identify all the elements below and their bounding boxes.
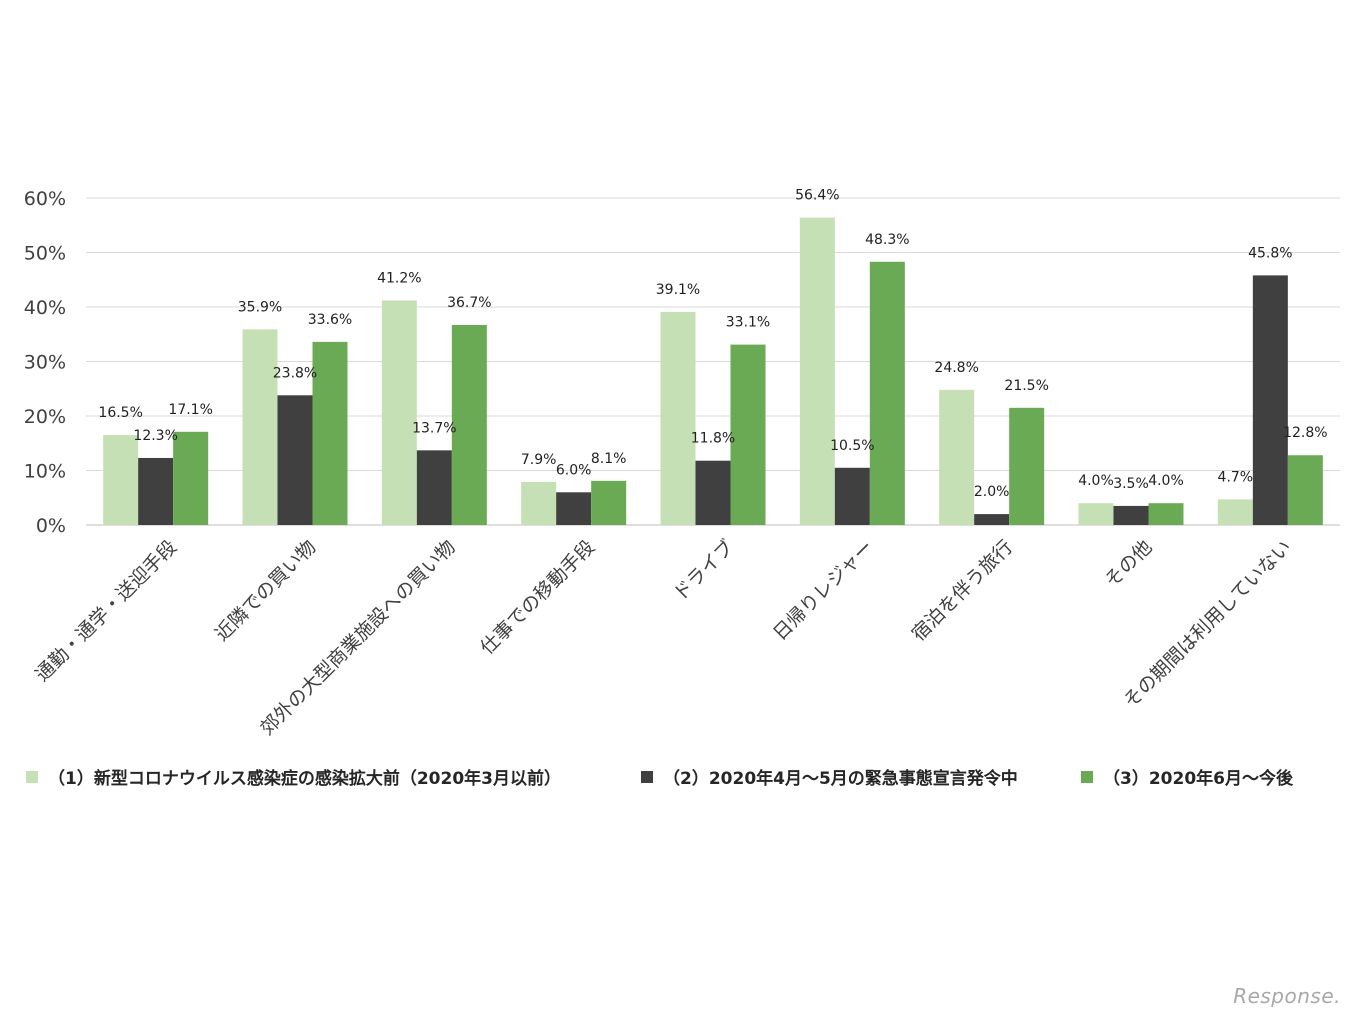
response-watermark: Response.	[1233, 984, 1341, 1008]
legend: （1）新型コロナウイルス感染症の感染拡大前（2020年3月以前） （2）2020年…	[26, 768, 1294, 789]
data-label-s2-c6: 10.5%	[830, 438, 874, 454]
ytick-label-20: 20%	[24, 406, 66, 428]
xtick-label-5: ドライブ	[669, 535, 739, 605]
bar-s2-c4	[556, 492, 592, 525]
data-label-s3-c7: 21.5%	[1004, 378, 1048, 394]
bar-s2-c7	[974, 514, 1010, 525]
bar-s3-c1	[173, 431, 209, 525]
data-label-s2-c8: 3.5%	[1113, 476, 1149, 492]
bar-s3-c4	[591, 480, 627, 525]
bar-s1-c4	[521, 481, 557, 525]
legend-swatch-3	[1081, 771, 1093, 783]
bar-s1-c1	[103, 435, 139, 525]
legend-swatch-2	[641, 771, 653, 783]
x-axis: 通勤・通学・送迎手段 近隣での買い物郊外の大型商業施設への買い物 仕事での移動手段ド…	[31, 535, 1296, 739]
ytick-label-40: 40%	[24, 297, 66, 319]
bar-s2-c2	[277, 395, 313, 525]
data-labels: 16.5% 35.9% 41.2% 7.9% 39.1% 56.4% 24.8% 4.0% 4.…	[98, 188, 1327, 500]
data-label-s3-c9: 12.8%	[1283, 425, 1327, 441]
data-label-s1-c2: 35.9%	[238, 299, 282, 315]
legend-label-2: （2）2020年4月～5月の緊急事態宣言発令中	[663, 768, 1018, 789]
data-label-s1-c5: 39.1%	[656, 282, 700, 298]
bar-s3-c3	[451, 324, 487, 525]
bar-s2-c8	[1113, 505, 1149, 525]
data-label-s3-c4: 8.1%	[591, 451, 627, 467]
data-label-s3-c3: 36.7%	[447, 295, 491, 311]
bars	[103, 217, 1323, 525]
xtick-label-8: その他	[1101, 536, 1157, 592]
ytick-label-60: 60%	[24, 188, 66, 210]
data-label-s1-c1: 16.5%	[98, 405, 142, 421]
bar-s2-c9	[1252, 275, 1288, 525]
data-label-s3-c8: 4.0%	[1148, 473, 1184, 489]
data-label-s1-c7: 24.8%	[934, 360, 978, 376]
data-label-s2-c2: 23.8%	[273, 365, 317, 381]
ytick-label-10: 10%	[24, 461, 66, 483]
bar-s1-c5	[660, 311, 696, 525]
data-label-s3-c5: 33.1%	[726, 315, 770, 331]
xtick-label-7: 宿泊を伴う旅行	[908, 536, 1018, 646]
data-label-s2-c4: 6.0%	[556, 462, 592, 478]
xtick-label-1: 通勤・通学・送迎手段	[31, 536, 181, 686]
bar-s2-c1	[138, 457, 174, 525]
ytick-label-30: 30%	[24, 352, 66, 374]
data-label-s3-c6: 48.3%	[865, 232, 909, 248]
data-label-s2-c7: 2.0%	[974, 484, 1010, 500]
ytick-label-0: 0%	[36, 515, 66, 537]
ytick-label-50: 50%	[24, 243, 66, 265]
legend-label-3: （3）2020年6月～今後	[1103, 768, 1294, 789]
bar-s3-c8	[1148, 503, 1184, 525]
bar-s2-c5	[695, 460, 731, 525]
bar-s1-c6	[799, 217, 835, 525]
xtick-label-6: 日帰りレジャー	[769, 536, 878, 645]
data-label-s1-c9: 4.7%	[1218, 469, 1254, 485]
xtick-label-2: 近隣での買い物	[211, 536, 321, 646]
bar-s1-c2	[242, 329, 278, 525]
data-label-s1-c4: 7.9%	[521, 452, 557, 468]
data-label-s1-c8: 4.0%	[1078, 473, 1114, 489]
xtick-label-9: その期間は利用していない	[1119, 536, 1295, 712]
y-axis: 0% 10% 20% 30% 40% 50% 60%	[24, 188, 66, 537]
data-label-s2-c1: 12.3%	[133, 428, 177, 444]
bar-s3-c9	[1287, 455, 1323, 525]
bar-s3-c2	[312, 341, 348, 525]
bar-s2-c3	[416, 450, 452, 525]
data-label-s3-c1: 17.1%	[168, 402, 212, 418]
legend-label-1: （1）新型コロナウイルス感染症の感染拡大前（2020年3月以前）	[48, 768, 561, 789]
legend-swatch-1	[26, 771, 38, 783]
bar-s1-c8	[1078, 503, 1114, 525]
bar-s3-c7	[1009, 407, 1045, 525]
bar-s3-c5	[730, 344, 766, 525]
data-label-s2-c3: 13.7%	[412, 420, 456, 436]
bar-s1-c7	[939, 389, 975, 525]
bar-s2-c6	[834, 467, 870, 525]
bar-s1-c3	[381, 300, 417, 525]
bar-s3-c6	[869, 261, 905, 525]
data-label-s3-c2: 33.6%	[308, 312, 352, 328]
bar-s1-c9	[1217, 499, 1253, 525]
data-label-s1-c6: 56.4%	[795, 188, 839, 204]
data-label-s1-c3: 41.2%	[377, 270, 421, 286]
data-label-s2-c9: 45.8%	[1248, 245, 1292, 261]
data-label-s2-c5: 11.8%	[691, 431, 735, 447]
xtick-label-4: 仕事での移動手段	[476, 536, 599, 659]
